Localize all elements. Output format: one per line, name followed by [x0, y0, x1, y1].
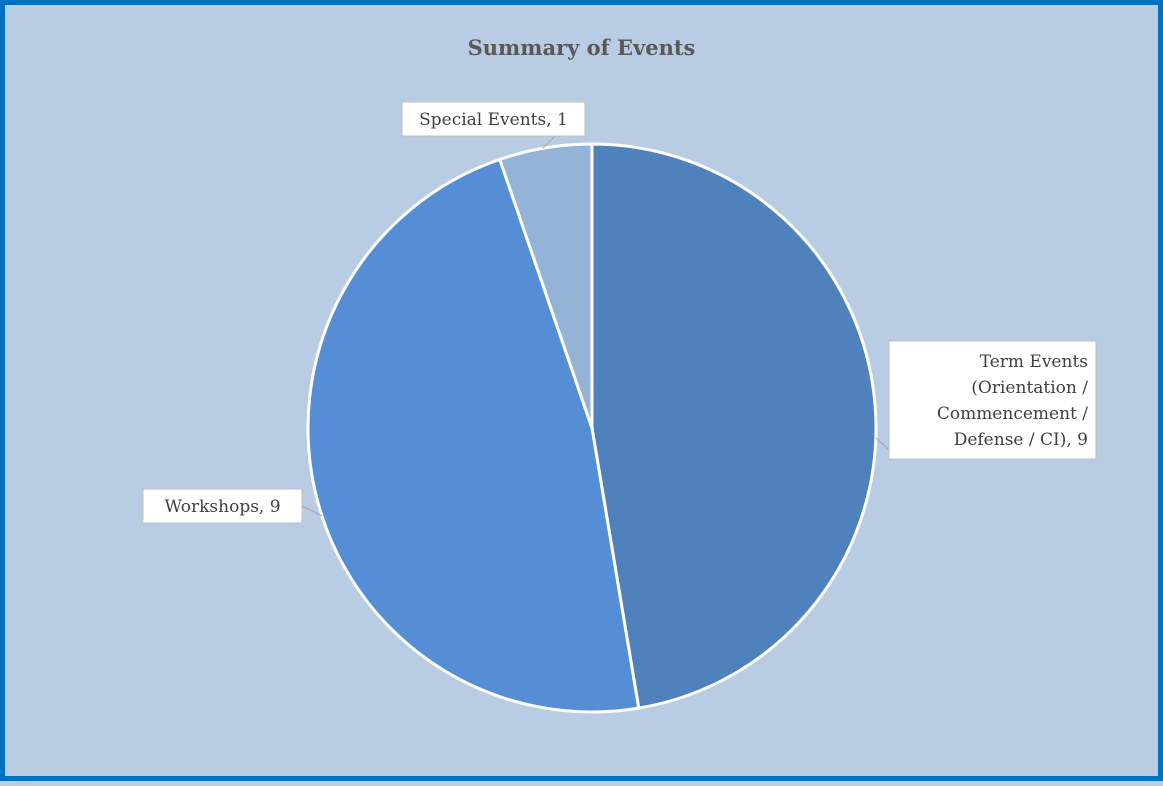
data-label-box-1 [888, 340, 1097, 460]
data-label-1-line-4: Defense / CI), 9 [954, 430, 1088, 450]
data-label-2-line-1: Workshops, 9 [164, 497, 280, 517]
pie-slice-2 [306, 157, 641, 714]
pie-slice-1 [590, 142, 878, 710]
data-label-box-2 [142, 488, 303, 524]
pie-slice-3 [497, 142, 594, 429]
leader-line-3 [542, 135, 556, 149]
chart-title: Summary of Events [467, 35, 696, 60]
leader-line-1 [875, 437, 890, 451]
data-label-box-3 [401, 101, 586, 137]
pie-chart: Term Events (Orientation / Commencement / D… [142, 101, 1097, 714]
data-label-3-line-1: Special Events, 1 [419, 110, 568, 130]
data-label-1-line-3: Commencement / [937, 404, 1088, 424]
data-label-1-line-1: Term Events [980, 352, 1088, 372]
leader-line-2 [301, 505, 323, 517]
data-label-1-line-2: (Orientation / [971, 378, 1088, 398]
